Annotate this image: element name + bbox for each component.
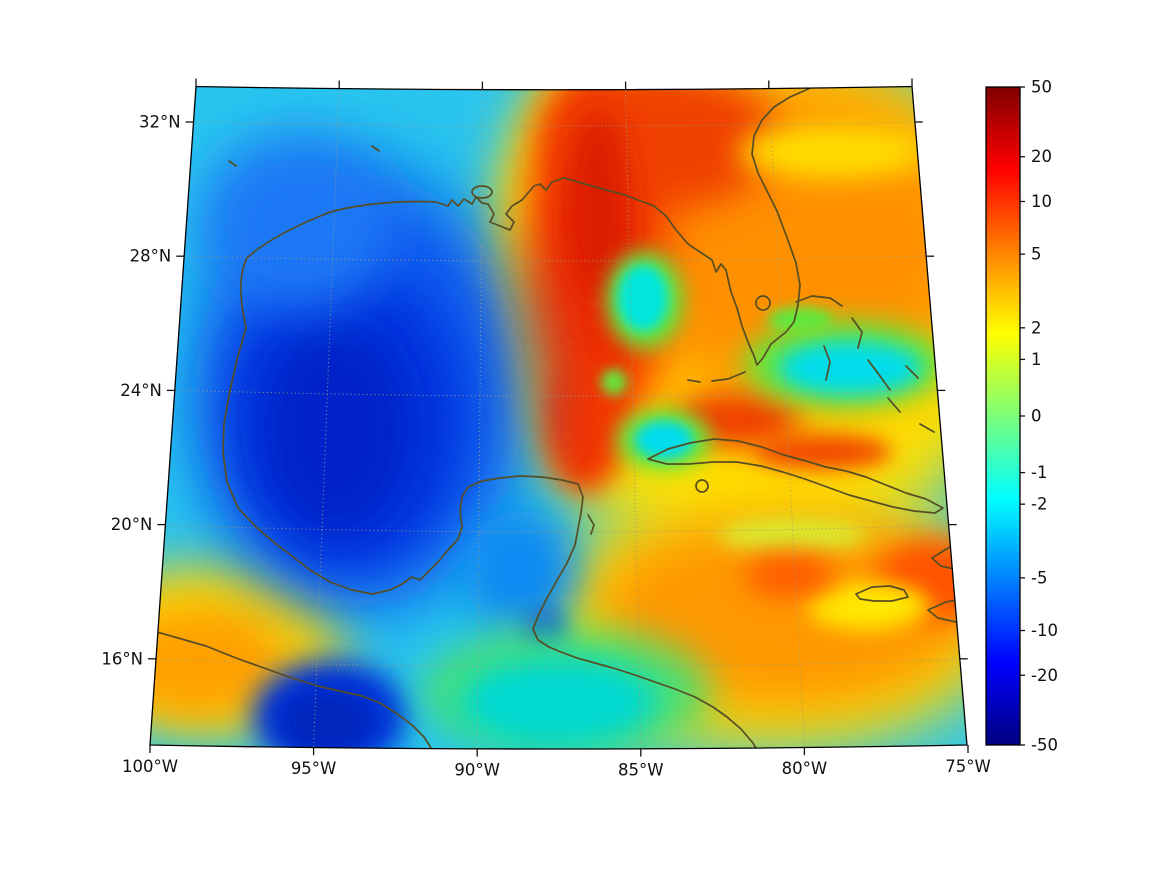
coastline-isle-of-youth	[695, 479, 709, 493]
field-blob-honduras-cyan-core	[460, 658, 656, 746]
lat-tick-label-2: 24°N	[120, 381, 162, 400]
coastline-bahamas	[795, 295, 935, 433]
field-blob-caribbean-red-spot	[744, 553, 836, 597]
coastline-mexico-yucatan-honduras	[222, 327, 758, 749]
coastline-pacific-mexico	[150, 629, 432, 749]
map-border	[149, 85, 968, 750]
colorbar-tick-label-2: 2	[1031, 318, 1042, 337]
field-blob-yucatan-coast-blue	[464, 510, 576, 634]
field-blob-tehuantepec-core	[280, 690, 372, 749]
field-blob-jamaica-yellow	[806, 582, 930, 630]
field-blob-bahamas-cyan-core	[778, 341, 922, 395]
colorbar-tick-label-50: 50	[1031, 78, 1052, 97]
field-blob-cuba-west-cyan-core	[635, 421, 693, 459]
axis-labels: 32°N 28°N 24°N 20°N 16°N 100°W 95°W 90°W 85°W 80°…	[101, 113, 990, 780]
lake-pontchartrain	[471, 185, 493, 199]
field-blob-loop-eddy-cyan-core	[618, 265, 668, 331]
gridline-meridian-2	[625, 89, 642, 749]
gridline-meridian-1	[476, 89, 483, 749]
colorbar-tick-label-10: 10	[1031, 192, 1052, 211]
colorbar-gradient	[985, 86, 1021, 746]
lat-tick-label-0: 32°N	[139, 113, 181, 132]
lon-tick-label-3: 85°W	[618, 761, 664, 780]
colorbar-tick-label--2: -2	[1031, 495, 1047, 514]
coastline-cuba	[647, 438, 944, 514]
field-blob-small-green-dot	[601, 369, 627, 395]
lon-tick-label-2: 90°W	[454, 761, 500, 780]
gridline-parallel-0	[193, 121, 915, 127]
colorbar-tick-label--1: -1	[1031, 463, 1047, 482]
lat-tick-label-1: 28°N	[130, 247, 172, 266]
heatmap-field	[150, 86, 967, 749]
map-clipped-content	[150, 86, 967, 749]
field-blob-loop-band-dark-red	[566, 110, 630, 300]
colorbar-tick-label--5: -5	[1031, 568, 1047, 587]
lon-tick-label-5: 75°W	[945, 757, 991, 776]
colorbar-tick-label-5: 5	[1031, 245, 1042, 264]
gridline-meridian-0	[313, 88, 340, 748]
colorbar-tick-label-20: 20	[1031, 147, 1052, 166]
lat-tick-label-3: 20°N	[111, 515, 153, 534]
field-blob-gulf-navy-core	[264, 328, 408, 532]
coastline-jamaica	[855, 585, 909, 602]
colorbar-tick-label--10: -10	[1031, 621, 1058, 640]
lon-tick-label-0: 100°W	[122, 757, 178, 776]
axis-ticks	[148, 78, 969, 757]
coastline-us-gulf-atlantic	[240, 86, 817, 366]
colorbar-tick-label--20: -20	[1031, 666, 1058, 685]
gridline-parallel-2	[174, 389, 938, 397]
lon-tick-label-1: 95°W	[291, 759, 337, 778]
field-blob-cuba-north-red-east	[752, 434, 892, 470]
lake-okeechobee	[755, 295, 771, 311]
field-blob-nw-gulf-blue	[200, 134, 396, 310]
colorbar-tick-label-1: 1	[1031, 350, 1042, 369]
field-blob-caribbean-yellowgreen-streak	[717, 518, 867, 552]
lon-tick-label-4: 80°W	[782, 759, 828, 778]
graticule-gridlines	[155, 88, 960, 749]
colorbar-tick-label-0: 0	[1031, 407, 1042, 426]
map-plot-area: 32°N 28°N 24°N 20°N 16°N 100°W 95°W 90°W 85°W 80°…	[101, 78, 991, 780]
colorbar-tick-label--50: -50	[1031, 736, 1058, 755]
coastline-cozumel	[587, 514, 595, 535]
coastline-florida-keys	[687, 371, 746, 383]
field-blob-bahamas-green-streak	[768, 307, 832, 333]
inland-lakes-texas	[228, 145, 380, 167]
field-blob-topright-yellow-arc	[737, 126, 927, 178]
lat-tick-label-4: 16°N	[101, 649, 143, 668]
gridline-parallel-4	[155, 658, 960, 668]
